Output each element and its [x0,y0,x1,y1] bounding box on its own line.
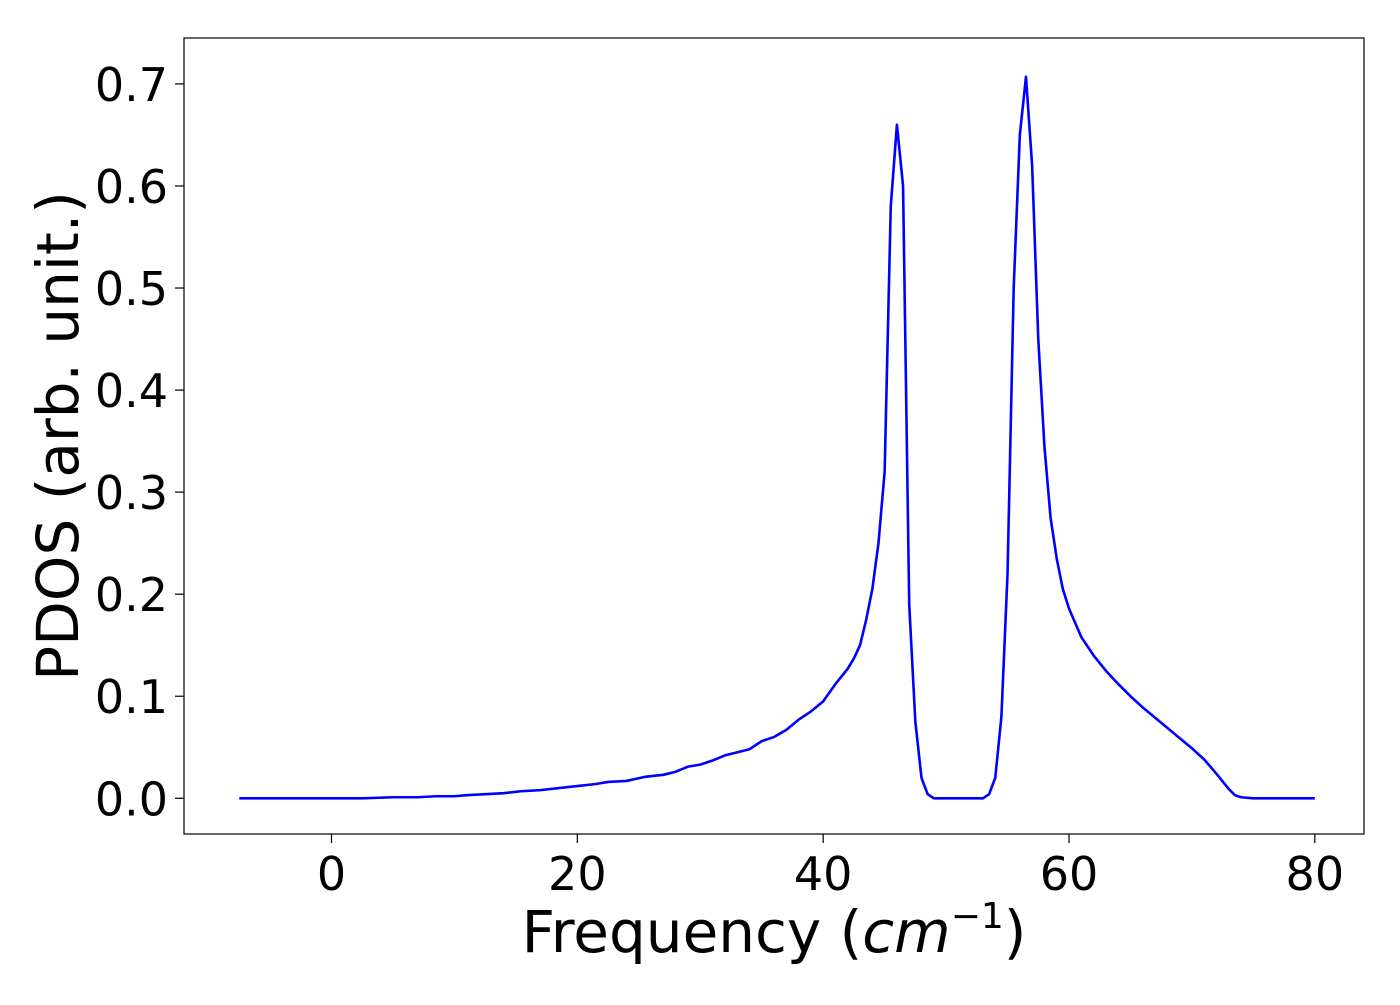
y-tick-label: 0.1 [95,670,168,724]
x-axis-label: Frequency (cm−1) [522,896,1027,966]
y-tick-label: 0.0 [95,772,168,826]
x-tick-label: 80 [1286,847,1345,901]
plot-frame [183,37,1365,835]
y-axis-ticks: 0.0 0.1 0.2 0.3 0.4 0.5 0.6 0.7 [95,58,184,826]
x-axis-label-exponent: −1 [951,896,1004,937]
y-tick-label: 0.7 [95,58,168,112]
x-tick-label: 20 [548,847,607,901]
y-tick-label: 0.3 [95,466,168,520]
y-axis-label: PDOS (arb. unit.) [24,191,92,681]
y-tick-label: 0.4 [95,364,168,418]
y-tick-label: 0.6 [95,160,168,214]
x-axis-label-text: Frequency ( [522,898,863,966]
x-axis-label-close: ) [1004,898,1027,966]
x-tick-label: 0 [317,847,346,901]
x-axis-label-unit: cm [862,898,950,966]
pdos-series-line [239,75,1315,800]
x-tick-label: 40 [794,847,853,901]
x-tick-label: 60 [1040,847,1099,901]
x-axis-ticks: 0 20 40 60 80 [317,834,1344,901]
y-tick-label: 0.5 [95,262,168,316]
y-tick-label: 0.2 [95,568,168,622]
